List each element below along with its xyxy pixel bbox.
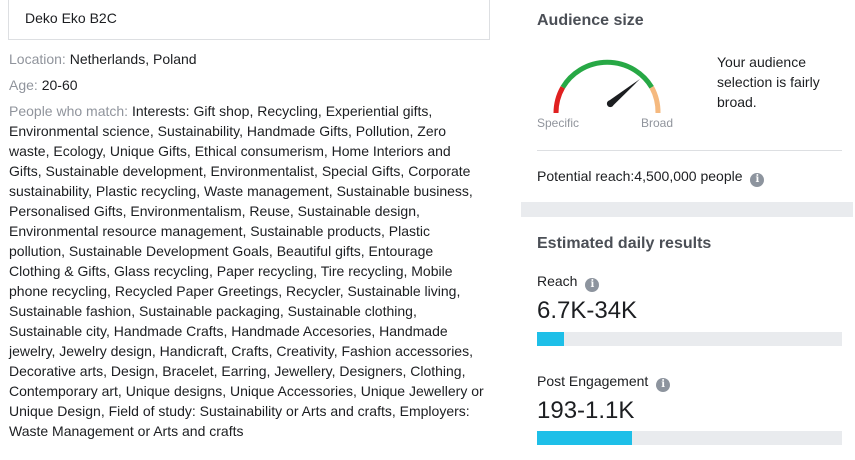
divider bbox=[537, 150, 842, 151]
info-icon[interactable]: i bbox=[750, 173, 765, 187]
age-label: Age: bbox=[9, 77, 38, 93]
engagement-label: Post Engagement bbox=[537, 373, 649, 389]
gauge-mid-segment bbox=[560, 59, 654, 89]
engagement-metric-label-row: Post Engagement i bbox=[537, 373, 671, 392]
engagement-value: 193-1.1K bbox=[537, 397, 635, 424]
audience-definition-panel: Deko Eko B2C Location: Netherlands, Pola… bbox=[8, 0, 490, 441]
engagement-bar bbox=[537, 431, 842, 445]
detailed-targeting-row: People who match: Interests: Gift shop, … bbox=[9, 101, 487, 441]
gauge-specific-label: Specific bbox=[537, 116, 580, 130]
match-label: People who match: bbox=[9, 103, 129, 119]
reach-bar-fill bbox=[537, 332, 565, 346]
potential-reach-value: 4,500,000 people bbox=[634, 168, 743, 184]
gauge-needle bbox=[608, 79, 640, 106]
reach-label: Reach bbox=[537, 273, 578, 289]
info-icon[interactable]: i bbox=[656, 378, 671, 392]
gauge-low-segment bbox=[553, 86, 566, 114]
potential-reach-label: Potential reach: bbox=[537, 168, 635, 184]
daily-results-title: Estimated daily results bbox=[537, 235, 712, 252]
audience-size-title: Audience size bbox=[537, 12, 644, 29]
location-value: Netherlands, Poland bbox=[69, 51, 197, 67]
section-separator bbox=[521, 202, 853, 217]
gauge-broad-label: Broad bbox=[641, 116, 674, 130]
info-icon[interactable]: i bbox=[585, 278, 600, 292]
audience-name: Deko Eko B2C bbox=[25, 10, 117, 26]
audience-estimate-panel: Audience size Specific Broad Your audien… bbox=[521, 0, 855, 460]
location-row: Location: Netherlands, Poland bbox=[9, 49, 487, 69]
engagement-bar-fill bbox=[537, 431, 632, 445]
potential-reach: Potential reach:4,500,000 people i bbox=[537, 168, 765, 187]
location-label: Location: bbox=[9, 51, 66, 67]
audience-name-field[interactable]: Deko Eko B2C bbox=[8, 0, 490, 40]
age-value: 20-60 bbox=[41, 77, 78, 93]
audience-summary: Location: Netherlands, Poland Age: 20-60… bbox=[9, 49, 487, 441]
reach-value: 6.7K-34K bbox=[537, 297, 638, 324]
gauge-high-segment bbox=[649, 86, 661, 114]
match-value: Interests: Gift shop, Recycling, Experie… bbox=[9, 103, 484, 439]
audience-size-description: Your audience selection is fairly broad. bbox=[717, 54, 820, 110]
reach-bar bbox=[537, 332, 842, 346]
age-row: Age: 20-60 bbox=[9, 75, 487, 95]
reach-metric-label-row: Reach i bbox=[537, 273, 600, 292]
audience-size-gauge bbox=[553, 59, 661, 114]
